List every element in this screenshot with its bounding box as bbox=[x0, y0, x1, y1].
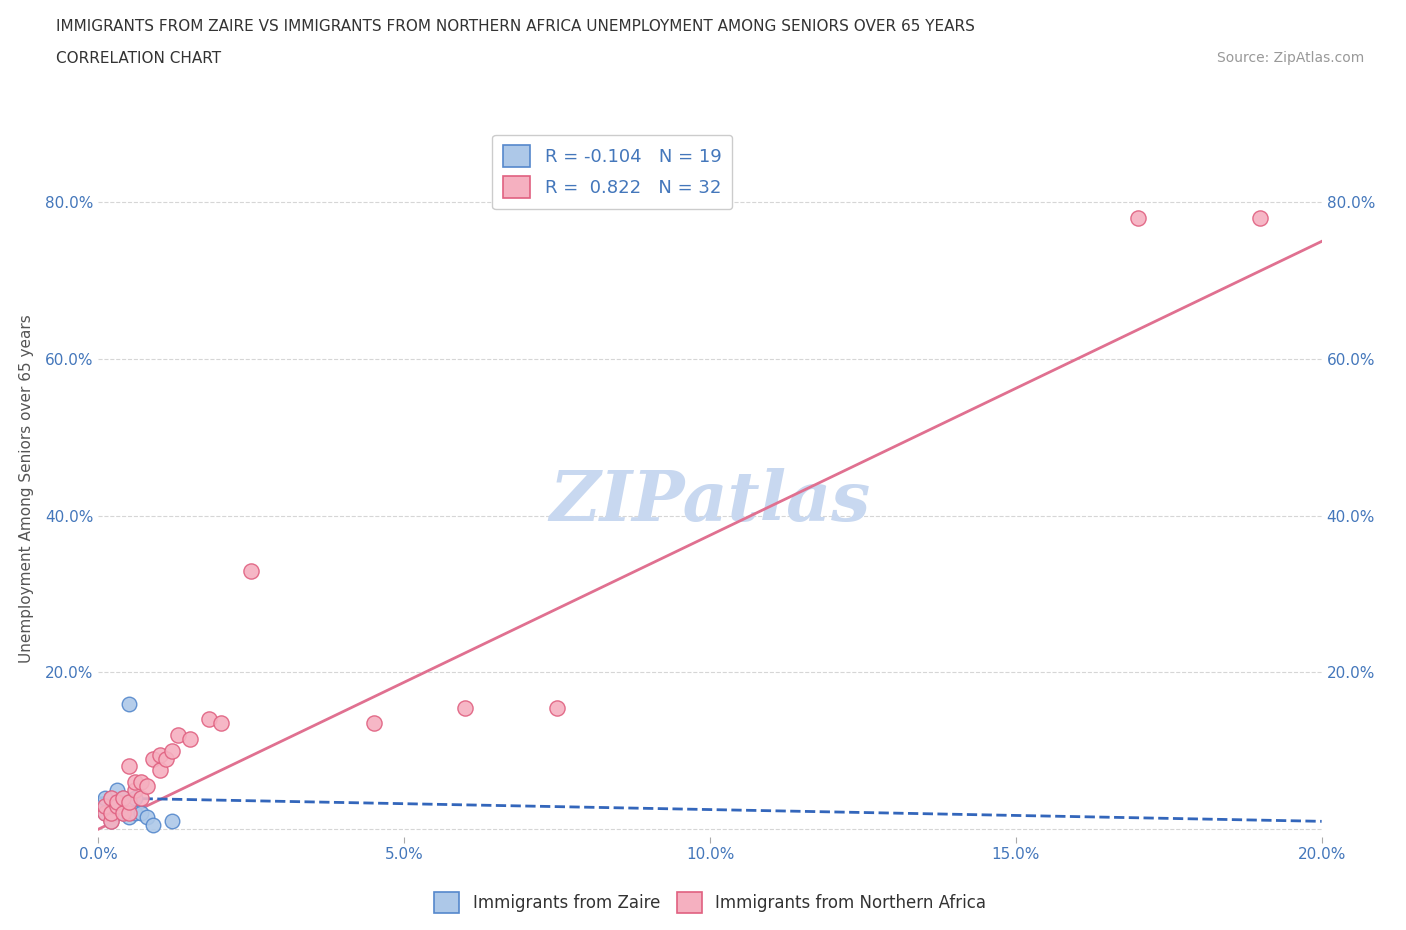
Point bbox=[93, 806, 115, 821]
Point bbox=[209, 716, 232, 731]
Point bbox=[142, 817, 165, 832]
Point bbox=[118, 697, 141, 711]
Point bbox=[160, 743, 183, 758]
Point bbox=[105, 794, 128, 809]
Point bbox=[111, 806, 134, 821]
Point bbox=[1128, 210, 1150, 225]
Point bbox=[100, 790, 122, 805]
Point bbox=[105, 782, 128, 797]
Point bbox=[93, 798, 115, 813]
Point bbox=[111, 790, 134, 805]
Point bbox=[100, 790, 122, 805]
Point bbox=[142, 751, 165, 766]
Point bbox=[118, 810, 141, 825]
Point bbox=[149, 748, 172, 763]
Text: ZIPatlas: ZIPatlas bbox=[550, 469, 870, 536]
Point bbox=[118, 806, 141, 821]
Point bbox=[129, 806, 152, 821]
Point bbox=[105, 806, 128, 821]
Point bbox=[454, 700, 477, 715]
Point bbox=[136, 810, 159, 825]
Point bbox=[93, 806, 115, 821]
Point bbox=[129, 775, 152, 790]
Point bbox=[179, 732, 201, 747]
Point bbox=[240, 563, 263, 578]
Point bbox=[1249, 210, 1271, 225]
Point bbox=[93, 798, 115, 813]
Legend: Immigrants from Zaire, Immigrants from Northern Africa: Immigrants from Zaire, Immigrants from N… bbox=[427, 885, 993, 920]
Y-axis label: Unemployment Among Seniors over 65 years: Unemployment Among Seniors over 65 years bbox=[18, 314, 34, 662]
Point bbox=[546, 700, 568, 715]
Text: CORRELATION CHART: CORRELATION CHART bbox=[56, 51, 221, 66]
Point bbox=[100, 814, 122, 829]
Point bbox=[124, 790, 146, 805]
Point bbox=[111, 806, 134, 821]
Text: IMMIGRANTS FROM ZAIRE VS IMMIGRANTS FROM NORTHERN AFRICA UNEMPLOYMENT AMONG SENI: IMMIGRANTS FROM ZAIRE VS IMMIGRANTS FROM… bbox=[56, 19, 976, 33]
Point bbox=[100, 814, 122, 829]
Point bbox=[111, 790, 134, 805]
Point bbox=[100, 806, 122, 821]
Point bbox=[100, 806, 122, 821]
Point bbox=[105, 798, 128, 813]
Point bbox=[105, 798, 128, 813]
Point bbox=[124, 782, 146, 797]
Point bbox=[149, 763, 172, 777]
Point bbox=[124, 806, 146, 821]
Point bbox=[155, 751, 177, 766]
Point bbox=[167, 727, 190, 742]
Text: Source: ZipAtlas.com: Source: ZipAtlas.com bbox=[1216, 51, 1364, 65]
Point bbox=[136, 778, 159, 793]
Point bbox=[160, 814, 183, 829]
Point bbox=[118, 794, 141, 809]
Point bbox=[118, 759, 141, 774]
Point bbox=[363, 716, 385, 731]
Point bbox=[93, 790, 115, 805]
Point bbox=[197, 712, 219, 727]
Point bbox=[129, 790, 152, 805]
Point bbox=[124, 775, 146, 790]
